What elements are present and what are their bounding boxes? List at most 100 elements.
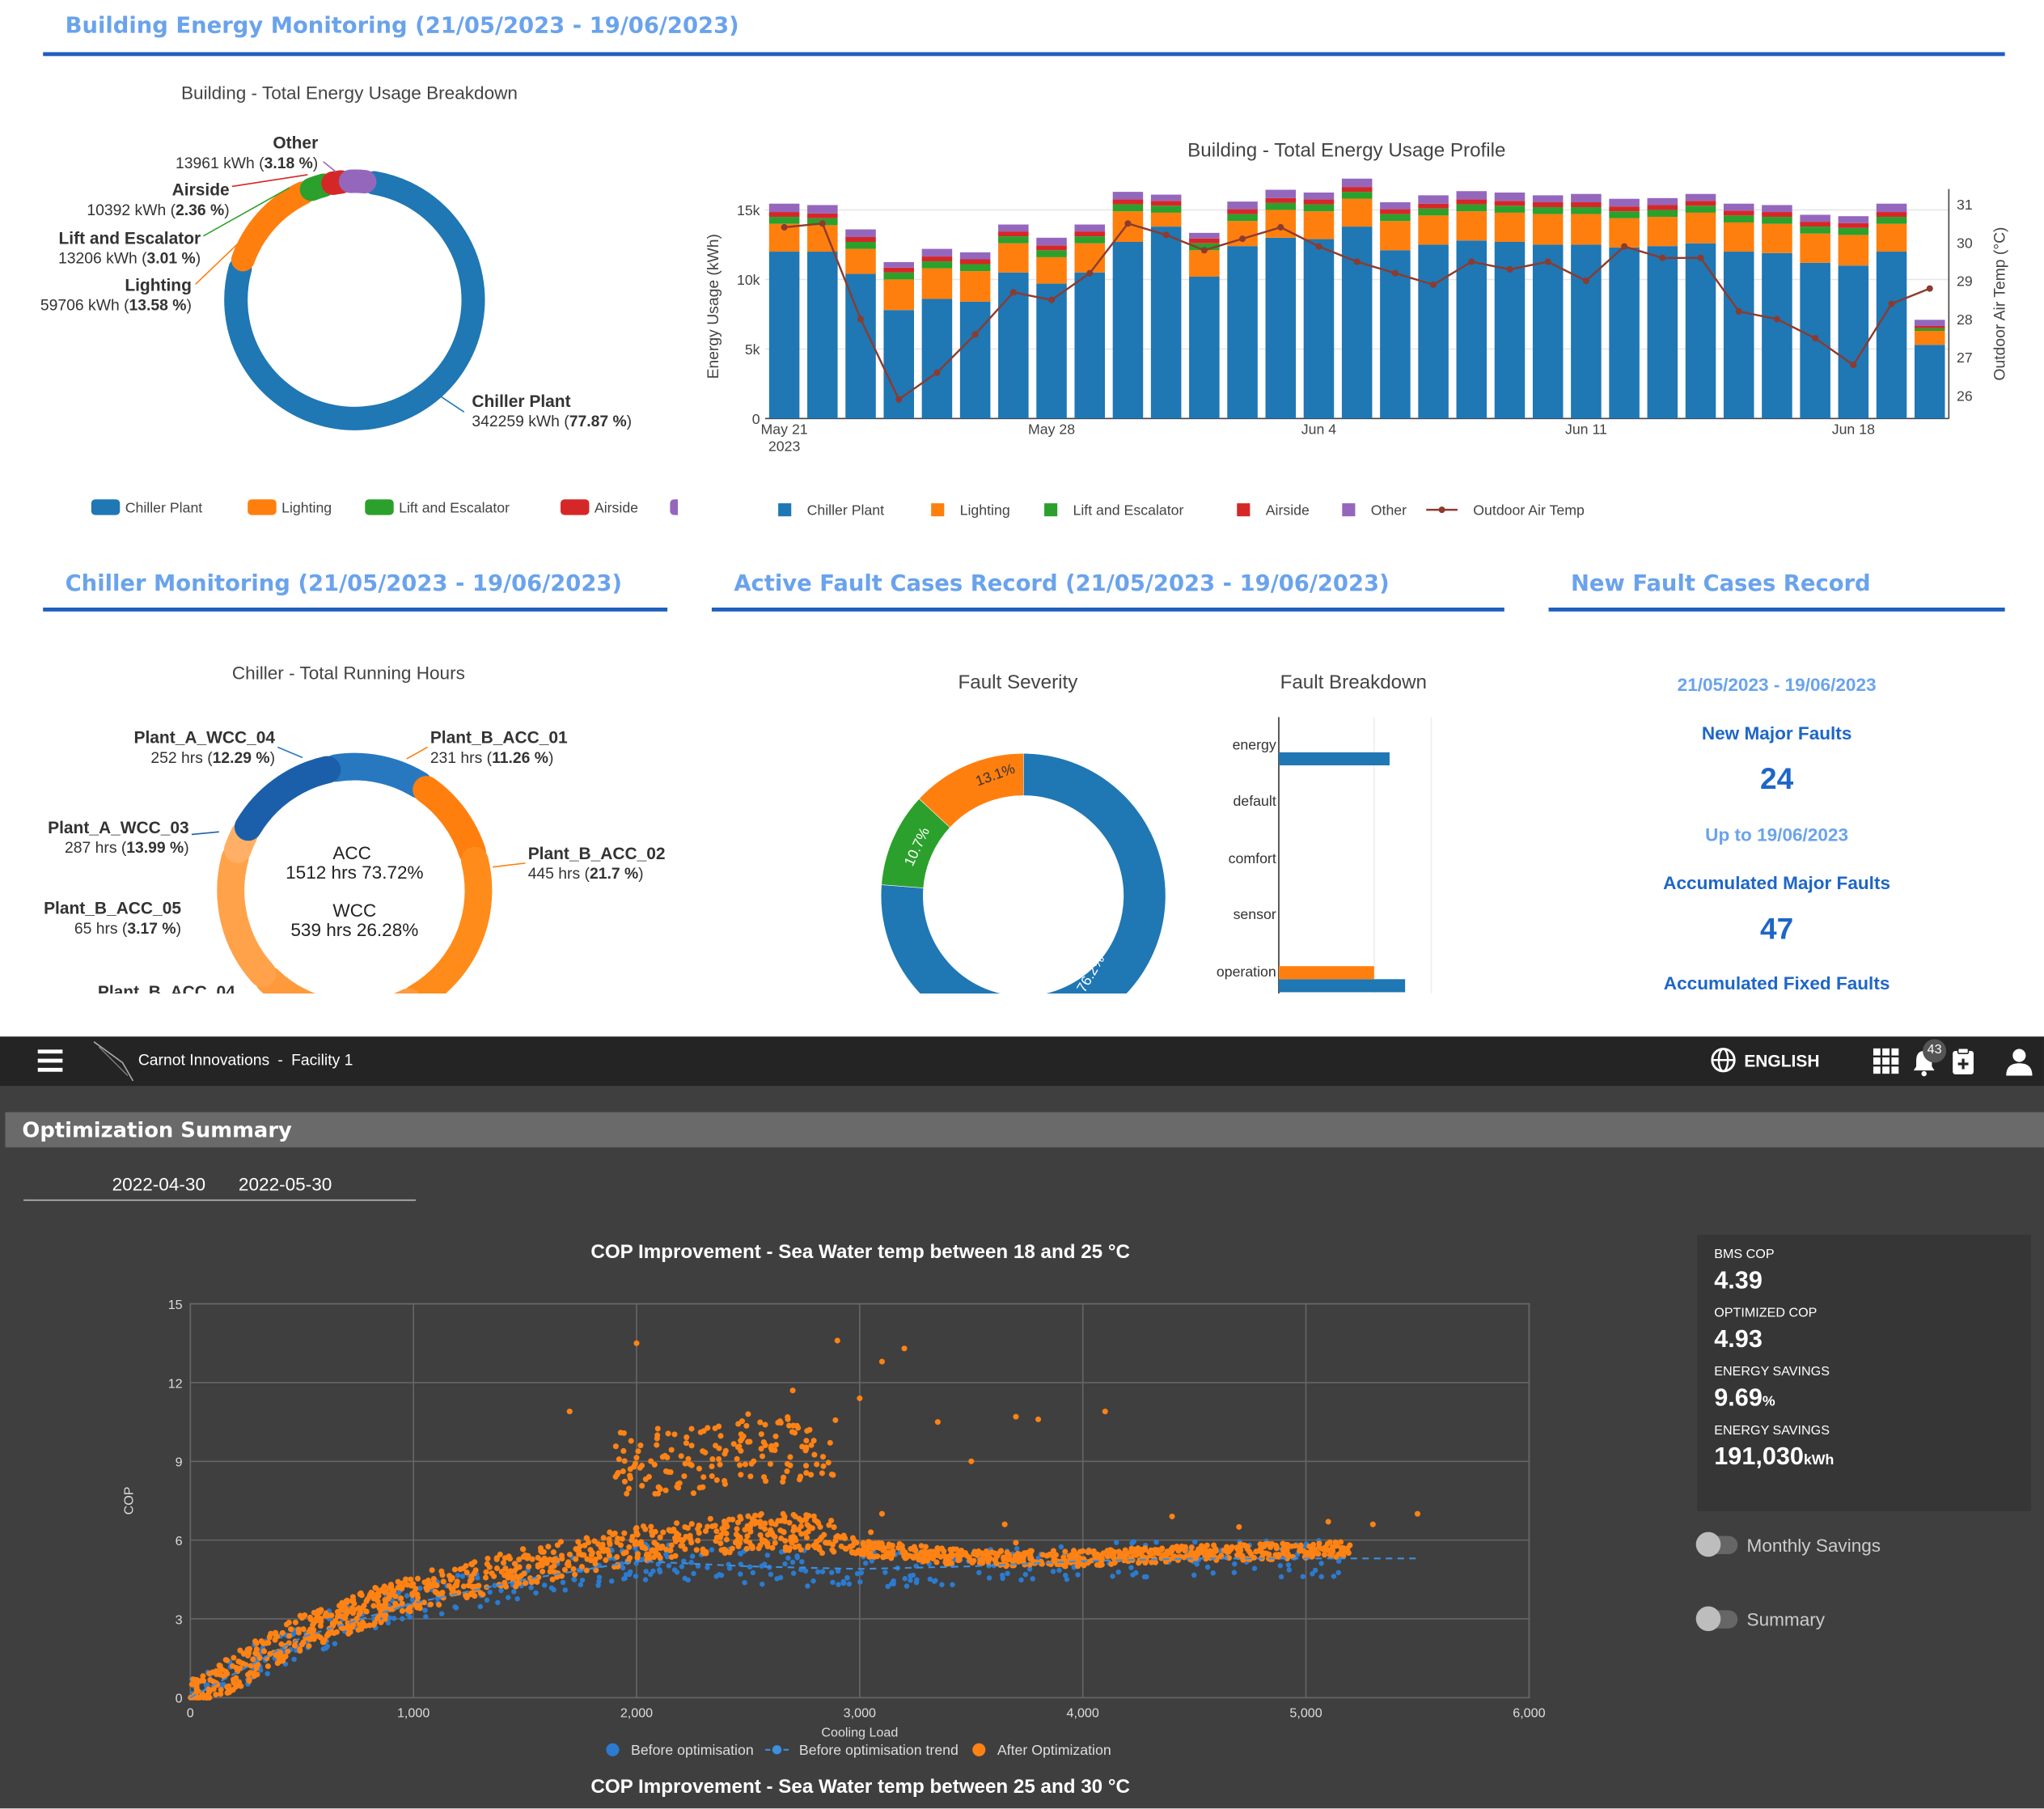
leader-line bbox=[191, 831, 219, 836]
before-point bbox=[750, 1570, 756, 1576]
bar-chiller-plant bbox=[1532, 244, 1564, 419]
bar-chiller-plant bbox=[1914, 345, 1945, 419]
after-point bbox=[395, 1578, 401, 1585]
before-point bbox=[548, 1585, 555, 1591]
after-point bbox=[342, 1605, 349, 1612]
after-point bbox=[399, 1585, 405, 1592]
after-point bbox=[325, 1630, 332, 1637]
before-point bbox=[264, 1671, 270, 1676]
date-start[interactable]: 2022-04-30 bbox=[112, 1173, 206, 1195]
after-point bbox=[1175, 1548, 1182, 1554]
after-point bbox=[432, 1588, 438, 1595]
after-point bbox=[646, 1556, 653, 1562]
before-point bbox=[492, 1582, 497, 1588]
menu-icon[interactable] bbox=[37, 1049, 63, 1072]
after-point bbox=[768, 1443, 775, 1449]
legend-label: Chiller Plant bbox=[807, 502, 885, 519]
temp-point bbox=[1506, 265, 1513, 273]
after-point bbox=[634, 1555, 641, 1561]
after-point bbox=[667, 1469, 674, 1476]
after-point bbox=[308, 1631, 315, 1637]
after-point bbox=[570, 1565, 577, 1572]
kpi-label: ENERGY SAVINGS bbox=[1714, 1423, 1830, 1438]
after-point bbox=[747, 1473, 754, 1480]
after-point bbox=[803, 1463, 810, 1469]
after-point bbox=[657, 1555, 663, 1561]
language-selector[interactable]: ENGLISH bbox=[1710, 1047, 1819, 1073]
bar-other bbox=[768, 203, 800, 213]
after-point bbox=[1237, 1541, 1243, 1548]
after-point bbox=[1347, 1542, 1353, 1548]
bar-lift-and-escalator bbox=[1227, 214, 1258, 222]
after-point bbox=[1111, 1555, 1117, 1561]
after-point bbox=[360, 1622, 366, 1629]
after-point bbox=[730, 1441, 737, 1447]
after-point bbox=[200, 1673, 206, 1680]
apps-grid-icon[interactable] bbox=[1873, 1048, 1899, 1074]
after-point bbox=[603, 1557, 609, 1563]
after-point bbox=[251, 1673, 257, 1680]
bar-other bbox=[1609, 198, 1640, 207]
temp-point bbox=[781, 223, 788, 231]
after-point bbox=[717, 1461, 723, 1468]
after-point bbox=[758, 1446, 764, 1452]
user-account-icon[interactable] bbox=[2005, 1047, 2033, 1076]
after-point bbox=[946, 1558, 952, 1565]
severity-slice bbox=[881, 799, 950, 889]
after-point bbox=[583, 1567, 590, 1574]
before-point bbox=[541, 1582, 548, 1588]
label-wcc03-close: ) bbox=[184, 840, 188, 857]
after-point bbox=[471, 1570, 477, 1577]
fault-severity-chart: 13.1%10.7%76.2% bbox=[880, 752, 1166, 994]
temp-point bbox=[1086, 269, 1094, 277]
after-point bbox=[440, 1578, 446, 1585]
after-point bbox=[403, 1576, 409, 1582]
bar-lift-and-escalator bbox=[959, 264, 991, 272]
cop-scatter-chart: 0 1,000 2,000 3,000 4,000 5,000 6,000 0 3 6 9 12 15 C… bbox=[121, 1298, 1545, 1758]
after-point bbox=[1002, 1562, 1009, 1569]
after-point bbox=[831, 1524, 837, 1531]
bar-chiller-plant bbox=[1074, 272, 1106, 419]
after-point bbox=[726, 1516, 732, 1523]
summary-toggle[interactable] bbox=[1695, 1606, 1738, 1632]
before-point bbox=[768, 1571, 774, 1578]
clipboard-add-icon[interactable] bbox=[1952, 1047, 1975, 1075]
after-point bbox=[709, 1472, 715, 1480]
after-point bbox=[780, 1478, 786, 1485]
date-end[interactable]: 2022-05-30 bbox=[238, 1173, 332, 1195]
before-point bbox=[578, 1582, 584, 1587]
before-point bbox=[726, 1565, 733, 1571]
before-point bbox=[742, 1579, 747, 1586]
after-point bbox=[785, 1414, 791, 1421]
after-point bbox=[626, 1544, 633, 1550]
energy-donut-title: Building - Total Energy Usage Breakdown bbox=[181, 82, 518, 104]
after-outlier-point bbox=[1035, 1416, 1042, 1422]
after-point bbox=[349, 1610, 357, 1616]
legend-label: Lift and Escalator bbox=[1073, 502, 1184, 519]
before-point bbox=[1285, 1562, 1292, 1568]
after-point bbox=[688, 1462, 695, 1468]
after-point bbox=[511, 1561, 518, 1567]
after-point bbox=[702, 1527, 709, 1534]
after-point bbox=[375, 1598, 381, 1604]
after-point bbox=[379, 1607, 385, 1613]
before-point bbox=[718, 1572, 725, 1578]
legend-after-swatch bbox=[972, 1743, 986, 1756]
label-acc02-pct: 21.7 % bbox=[590, 866, 638, 883]
after-point bbox=[477, 1590, 484, 1596]
after-point bbox=[246, 1678, 252, 1684]
after-point bbox=[457, 1566, 463, 1573]
bar-chiller-plant bbox=[998, 272, 1029, 419]
after-point bbox=[620, 1430, 627, 1436]
before-point bbox=[688, 1560, 694, 1565]
after-point bbox=[792, 1535, 798, 1541]
monthly-savings-toggle[interactable] bbox=[1695, 1532, 1738, 1557]
before-point bbox=[633, 1561, 639, 1566]
after-point bbox=[414, 1575, 421, 1582]
after-point bbox=[254, 1650, 260, 1657]
after-point bbox=[888, 1555, 895, 1561]
facility-breadcrumb[interactable]: Carnot Innovations - Facility 1 bbox=[138, 1051, 353, 1070]
date-range-picker[interactable]: 2022-04-30 2022-05-30 bbox=[23, 1170, 417, 1201]
after-point bbox=[804, 1522, 810, 1528]
before-point bbox=[1130, 1572, 1136, 1578]
